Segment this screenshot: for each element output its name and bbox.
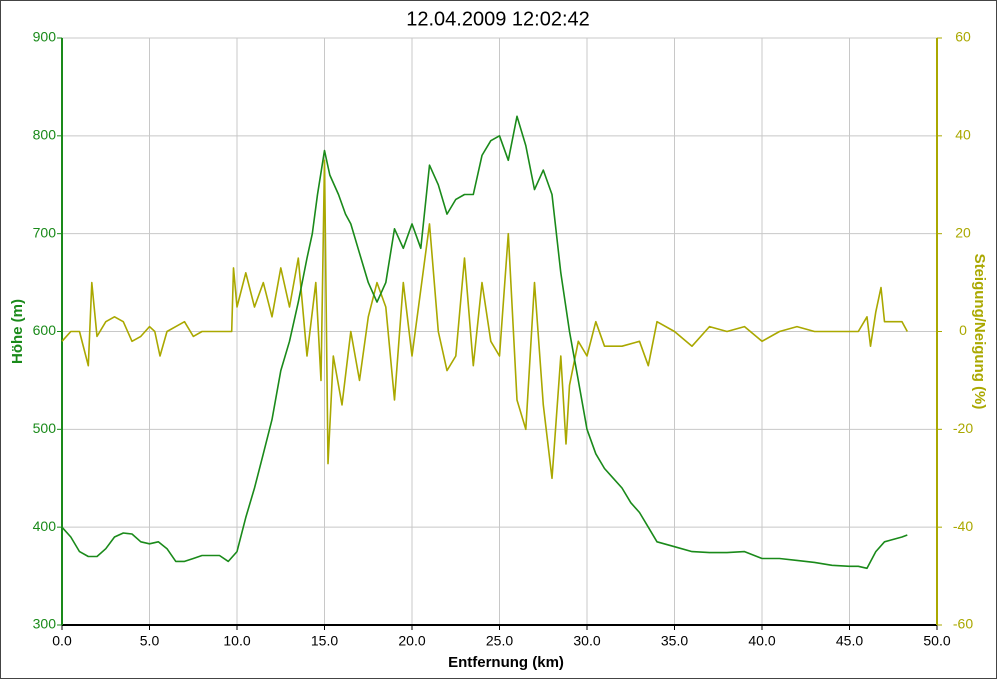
x-tick-label: 15.0: [311, 633, 338, 649]
x-tick-label: 25.0: [486, 633, 513, 649]
data-line: [61, 159, 909, 480]
x-tick-label: 50.0: [923, 633, 950, 649]
x-tick-label: 10.0: [223, 633, 250, 649]
x-tick-label: 5.0: [140, 633, 160, 649]
y2-tick-label: -20: [953, 420, 973, 436]
y-tick-label: 400: [33, 518, 57, 534]
y2-axis-label: Steigung/Neigung (%): [971, 254, 988, 410]
y-axis-label: Höhe (m): [9, 299, 26, 364]
y2-tick-label: 40: [955, 127, 971, 143]
x-tick-label: 35.0: [661, 633, 688, 649]
x-tick-label: 40.0: [748, 633, 775, 649]
x-axis-label: Entfernung (km): [448, 654, 564, 671]
y-tick-label: 300: [33, 616, 57, 632]
x-tick-label: 20.0: [398, 633, 425, 649]
x-tick-label: 0.0: [52, 633, 72, 649]
y2-tick-label: -40: [953, 518, 973, 534]
y2-tick-label: -60: [953, 616, 973, 632]
y2-tick-label: 60: [955, 29, 971, 45]
y-tick-label: 900: [33, 29, 57, 45]
x-tick-label: 45.0: [836, 633, 863, 649]
y2-tick-label: 0: [959, 322, 967, 338]
y-tick-label: 500: [33, 420, 57, 436]
y-tick-label: 600: [33, 322, 57, 338]
x-tick-label: 30.0: [573, 633, 600, 649]
chart-title: 12.04.2009 12:02:42: [406, 8, 590, 30]
y-tick-label: 700: [33, 224, 57, 240]
y2-tick-label: 20: [955, 224, 971, 240]
y-tick-label: 800: [33, 127, 57, 143]
data-line: [61, 115, 908, 570]
